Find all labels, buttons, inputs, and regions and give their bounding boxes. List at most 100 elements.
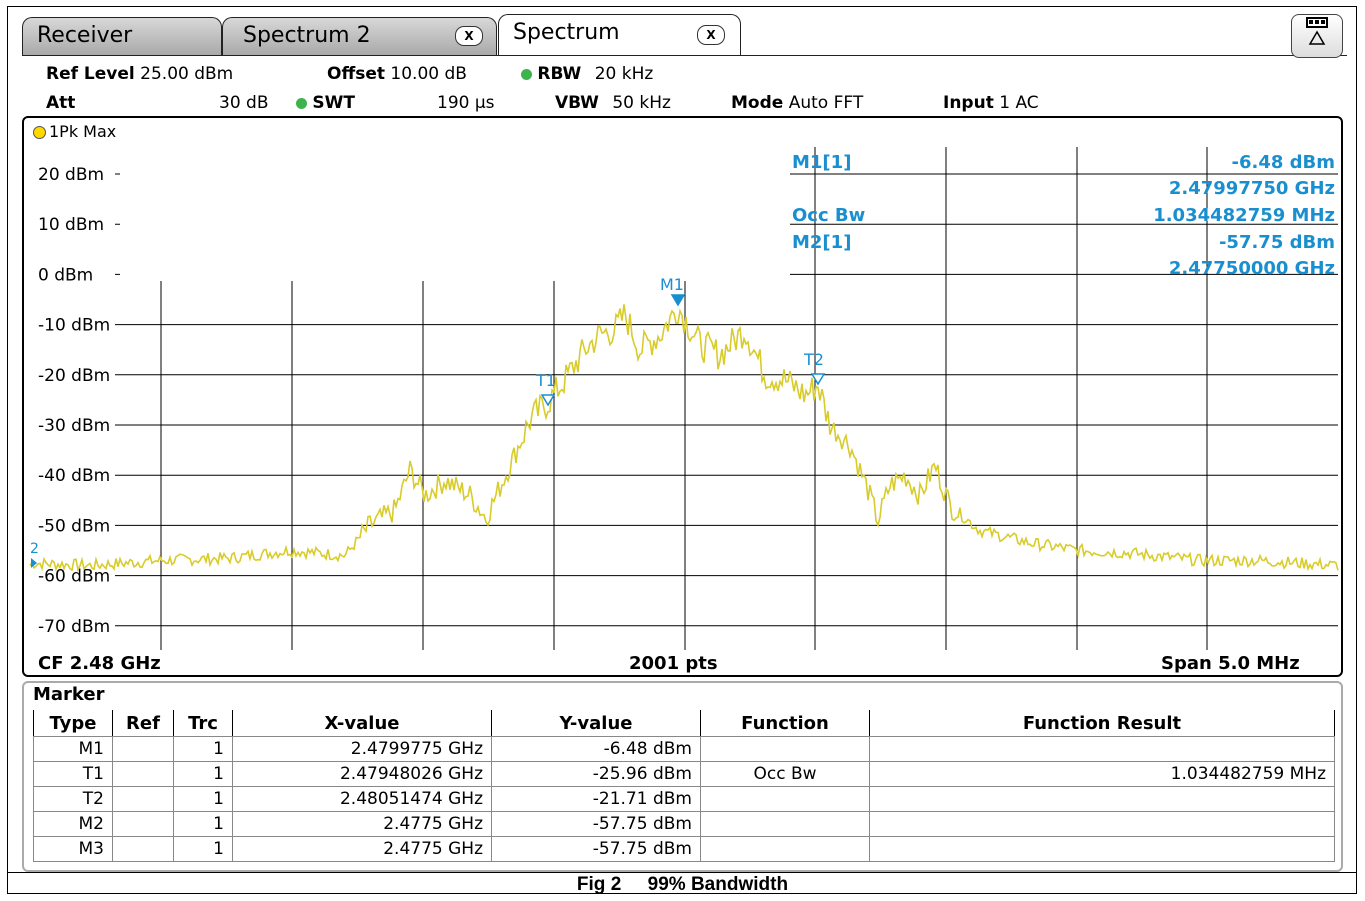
y-tick-label: 20 dBm (38, 165, 104, 185)
marker-table-cell: 1 (173, 761, 233, 787)
occ-bw-value: 1.034482759 MHz (1153, 205, 1335, 226)
vbw-setting: VBW 50 kHz (555, 93, 671, 113)
marker-table-cell (700, 811, 870, 837)
marker-table-cell: T1 (33, 761, 113, 787)
m1-label: M1[1] (792, 152, 852, 173)
marker-table-row[interactable]: T2 1 2.48051474 GHz -21.71 dBm (33, 786, 1335, 812)
att-value: 30 dB (219, 93, 269, 113)
marker-table-cell: M1 (33, 736, 113, 762)
rbw-indicator-dot (521, 68, 532, 80)
span: Span 5.0 MHz (1161, 653, 1300, 674)
plot-grid (115, 147, 1338, 650)
col-y-value: Y-value (491, 710, 701, 737)
marker-m1-label: M1 (660, 275, 684, 294)
marker-table-title: Marker (33, 684, 105, 705)
marker-table-cell: 1 (173, 786, 233, 812)
marker-table-row[interactable]: T1 1 2.47948026 GHz -25.96 dBm Occ Bw 1.03448… (33, 761, 1335, 787)
marker-t1-glyph (540, 394, 556, 407)
tab-receiver-label: Receiver (37, 23, 133, 48)
marker-table-cell: 1.034482759 MHz (869, 761, 1335, 787)
marker-t2-glyph (810, 373, 826, 386)
ref-level-setting: Ref Level 25.00 dBm (46, 64, 234, 84)
marker-table-cell (869, 836, 1335, 862)
y-tick-label: -40 dBm (38, 466, 110, 486)
y-tick-label: -10 dBm (38, 316, 110, 336)
sweep-points: 2001 pts (629, 653, 718, 674)
swt-value: 190 µs (437, 93, 495, 113)
m2-label: M2[1] (792, 232, 852, 253)
spectrum-plot-frame (22, 116, 1343, 677)
marker-table-header-row: Type Ref Trc X-value Y-value Function Fu… (33, 710, 1335, 737)
marker-table-cell (112, 736, 174, 762)
marker-table-cell (112, 811, 174, 837)
center-frequency: CF 2.48 GHz (38, 653, 161, 674)
marker-table-cell (112, 786, 174, 812)
caption-divider (7, 872, 1357, 873)
marker-table-cell: -57.75 dBm (491, 836, 701, 862)
trace-indicator-icon (33, 126, 46, 139)
input-setting: Input 1 AC (943, 93, 1039, 113)
col-x-value: X-value (232, 710, 492, 737)
close-tab-spectrum-button[interactable]: X (697, 25, 725, 45)
mode-setting: Mode Auto FFT (731, 93, 864, 113)
marker-table-cell (869, 786, 1335, 812)
m1-level: -6.48 dBm (1231, 152, 1335, 173)
figure-caption: Fig 2 99% Bandwidth (576, 874, 789, 895)
col-type: Type (33, 710, 113, 737)
marker-m2-label: 2 (30, 541, 39, 557)
marker-table-cell: -21.71 dBm (491, 786, 701, 812)
offset-setting: Offset 10.00 dB (327, 64, 467, 84)
y-tick-label: -50 dBm (38, 516, 110, 536)
marker-table-cell: T2 (33, 786, 113, 812)
marker-table-cell (700, 786, 870, 812)
marker-table-cell: -6.48 dBm (491, 736, 701, 762)
tab-receiver[interactable]: Receiver (22, 17, 222, 55)
spectrum-trace (29, 304, 1339, 572)
marker-table-cell: 1 (173, 811, 233, 837)
tab-spectrum-2-label: Spectrum 2 (243, 23, 371, 48)
marker-m2-glyph (31, 558, 37, 568)
att-label: Att (46, 93, 76, 113)
y-axis-labels: 20 dBm 10 dBm 0 dBm -10 dBm -20 dBm -30 dBm -4… (38, 165, 110, 637)
m2-level: -57.75 dBm (1218, 232, 1335, 253)
marker-t1-label: T1 (535, 371, 556, 390)
marker-table-cell (700, 736, 870, 762)
tab-baseline (22, 55, 1347, 56)
marker-table-row[interactable]: M3 1 2.4775 GHz -57.75 dBm (33, 836, 1335, 862)
col-trc: Trc (173, 710, 233, 737)
col-function-result: Function Result (869, 710, 1335, 737)
marker-table-cell: 2.4799775 GHz (232, 736, 492, 762)
marker-table-cell: -25.96 dBm (491, 761, 701, 787)
marker-table-panel (22, 681, 1343, 872)
rbw-setting: RBW 20 kHz (521, 64, 653, 84)
y-tick-label: 0 dBm (38, 265, 93, 285)
marker-table-cell: -57.75 dBm (491, 811, 701, 837)
marker-table-cell: 1 (173, 736, 233, 762)
marker-m1-glyph (670, 294, 686, 307)
tab-spectrum-2[interactable]: Spectrum 2 X (222, 17, 497, 55)
marker-table-cell: 2.4775 GHz (232, 811, 492, 837)
tab-spectrum[interactable]: Spectrum X (498, 14, 741, 56)
y-tick-label: -60 dBm (38, 567, 110, 587)
col-ref: Ref (112, 710, 174, 737)
marker-table-cell: Occ Bw (700, 761, 870, 787)
tab-spectrum-label: Spectrum (513, 20, 620, 45)
window-toggle-icon (1306, 17, 1328, 45)
marker-table-cell (112, 761, 174, 787)
marker-t2-label: T2 (803, 350, 824, 369)
y-tick-label: -30 dBm (38, 416, 110, 436)
marker-table-row[interactable]: M2 1 2.4775 GHz -57.75 dBm (33, 811, 1335, 837)
overview-toggle-button[interactable] (1291, 14, 1343, 58)
occ-bw-label: Occ Bw (792, 205, 866, 226)
plot-markers: M1 T1 T2 2 (30, 275, 826, 568)
marker-table-cell (700, 836, 870, 862)
close-tab-spectrum-2-button[interactable]: X (455, 26, 483, 46)
m2-frequency: 2.47750000 GHz (1168, 258, 1335, 279)
marker-table-cell (869, 736, 1335, 762)
y-tick-label: -20 dBm (38, 366, 110, 386)
marker-table-cell (869, 811, 1335, 837)
y-tick-label: 10 dBm (38, 215, 104, 235)
marker-table-row[interactable]: M1 1 2.4799775 GHz -6.48 dBm (33, 736, 1335, 762)
marker-info-backdrop (120, 147, 790, 281)
